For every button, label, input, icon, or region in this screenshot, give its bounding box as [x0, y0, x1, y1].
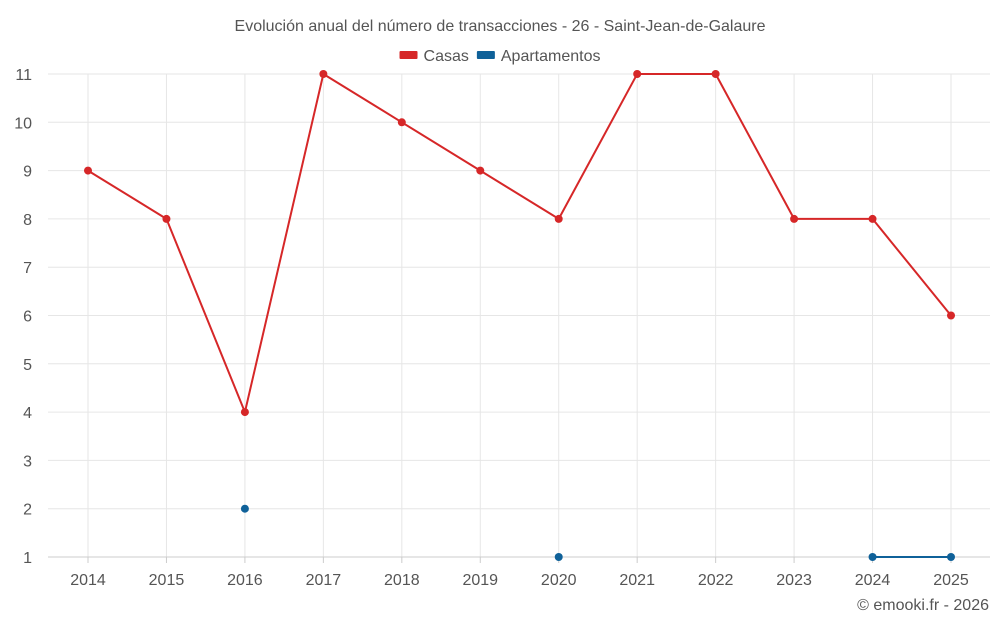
series-line-casas [87, 73, 952, 414]
x-tick-label: 2019 [462, 572, 498, 589]
y-tick-label: 3 [23, 453, 32, 470]
y-tick-label: 11 [15, 67, 32, 84]
y-tick-label: 7 [23, 260, 32, 277]
legend: Casas Apartamentos [399, 48, 601, 65]
y-tick-label: 9 [23, 164, 32, 181]
x-tick-label: 2025 [933, 572, 969, 589]
y-tick-label: 10 [14, 115, 32, 132]
data-point-casas[interactable] [84, 166, 92, 175]
data-point-apartamentos[interactable] [947, 553, 955, 561]
x-tick-label: 2015 [149, 572, 185, 589]
y-tick-label: 4 [23, 405, 32, 422]
data-point-casas[interactable] [162, 214, 171, 223]
x-tick-label: 2022 [698, 572, 734, 589]
x-tick-label: 2017 [306, 572, 342, 589]
y-tick-label: 6 [23, 309, 32, 326]
series-apartamentos [240, 504, 955, 561]
data-point-casas[interactable] [711, 70, 720, 78]
data-point-apartamentos[interactable] [240, 504, 249, 513]
data-point-casas[interactable] [476, 166, 485, 175]
series-casas [84, 70, 955, 417]
y-tick-label: 5 [23, 357, 32, 374]
data-point-casas[interactable] [240, 408, 249, 417]
data-point-casas[interactable] [319, 70, 328, 78]
data-point-casas[interactable] [554, 214, 563, 223]
x-tick-label: 2016 [227, 572, 263, 589]
legend-swatch-casas [399, 51, 418, 59]
data-point-casas[interactable] [633, 70, 642, 78]
credit-text: © emooki.fr - 2026 [857, 597, 989, 614]
x-tick-label: 2024 [855, 572, 891, 589]
legend-label-apartamentos: Apartamentos [501, 48, 601, 65]
grid [48, 73, 990, 557]
series-layer [84, 70, 955, 561]
x-tick-label: 2018 [384, 572, 420, 589]
legend-item-apartamentos[interactable]: Apartamentos [476, 48, 601, 65]
data-point-casas[interactable] [868, 214, 877, 223]
y-tick-label: 8 [23, 212, 32, 229]
legend-item-casas[interactable]: Casas [399, 48, 469, 65]
data-point-casas[interactable] [397, 118, 406, 127]
x-tick-label: 2023 [776, 572, 812, 589]
x-tick-label: 2020 [541, 572, 577, 589]
data-point-casas[interactable] [947, 311, 955, 320]
y-tick-label: 2 [23, 502, 32, 519]
legend-swatch-apartamentos [476, 51, 495, 59]
data-point-apartamentos[interactable] [554, 553, 563, 561]
x-tick-label: 2021 [619, 572, 655, 589]
chart-title: Evolución anual del número de transaccio… [235, 18, 766, 35]
y-tick-label: 1 [23, 550, 32, 567]
data-point-casas[interactable] [790, 214, 799, 223]
data-point-apartamentos[interactable] [868, 553, 877, 561]
x-tick-label: 2014 [70, 572, 106, 589]
axes: 1 2 3 4 5 6 7 8 9 10 11 2014 2015 2016 2017 2018 2019 202… [14, 67, 990, 589]
legend-label-casas: Casas [424, 48, 469, 65]
